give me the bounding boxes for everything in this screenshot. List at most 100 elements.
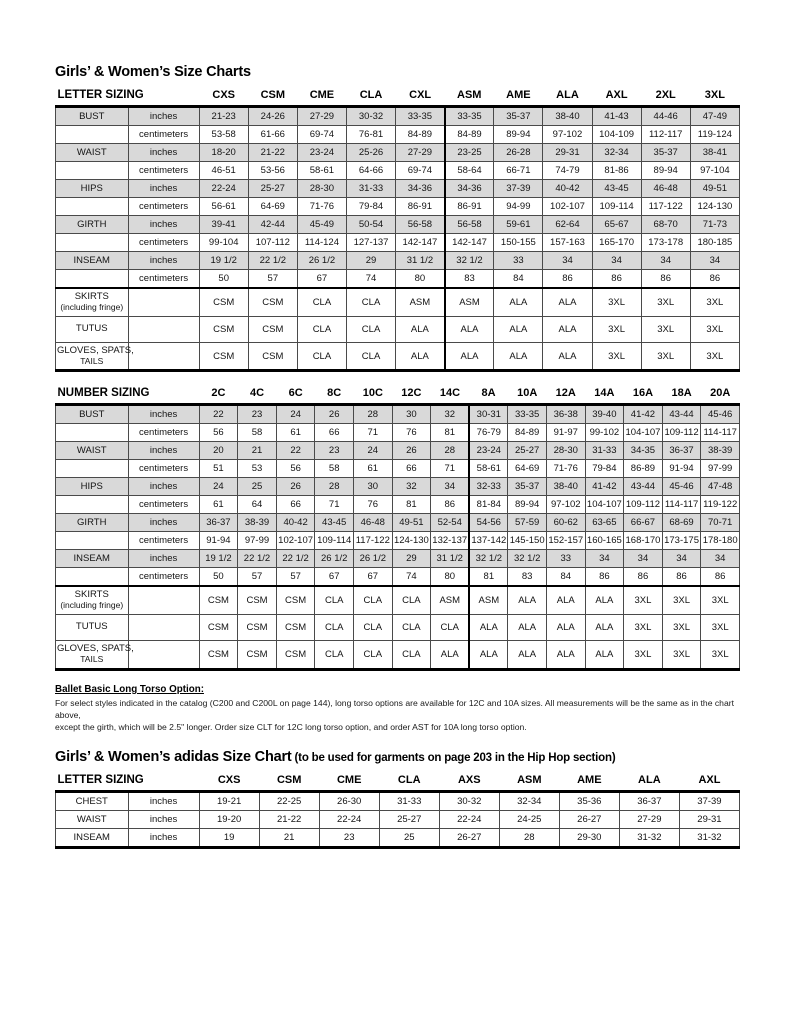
value-cell: 27-29 bbox=[618, 809, 680, 829]
value-cell: 76 bbox=[391, 423, 432, 443]
column-header: CLA bbox=[346, 87, 396, 108]
value-cell: CLA bbox=[391, 585, 432, 616]
value-cell: 27-29 bbox=[395, 143, 446, 162]
garment-row: SKIRTS (including fringe) CSM CSM CLA CLA ASM A… bbox=[55, 286, 741, 317]
value-cell: 41-43 bbox=[591, 106, 642, 126]
unit-label bbox=[127, 341, 200, 373]
value-cell: CSM bbox=[198, 315, 249, 343]
value-cell: 26 bbox=[314, 404, 354, 425]
value-cell: 61 bbox=[198, 495, 239, 515]
garment-label: TUTUS bbox=[55, 315, 129, 343]
value-cell: 25 bbox=[378, 827, 440, 849]
value-cell: 26-27 bbox=[558, 809, 620, 829]
value-cell: 160-165 bbox=[584, 531, 625, 551]
adidas-title-suffix: (to be used for garments on page 203 in … bbox=[291, 751, 616, 764]
value-cell: 74-79 bbox=[542, 161, 593, 180]
value-cell: 22 bbox=[198, 404, 239, 425]
value-cell: 19-20 bbox=[198, 809, 260, 829]
row-label bbox=[55, 269, 129, 289]
value-cell: 3XL bbox=[700, 640, 740, 671]
value-cell: ASM bbox=[395, 286, 446, 317]
header-row: LETTER SIZING CXS CSM CME CLA CXL ASM AME ALA AXL… bbox=[55, 87, 740, 108]
value-cell: 32-33 bbox=[468, 477, 509, 497]
number-sizing-table: NUMBER SIZING 2C 4C 6C 8C 10C 12C 14C 8A 10A 12A 14… bbox=[55, 385, 740, 671]
row-label: CHEST bbox=[55, 790, 129, 811]
value-cell: 23-24 bbox=[296, 143, 347, 162]
value-cell: 46-48 bbox=[640, 179, 691, 198]
garment-label: SKIRTS (including fringe) bbox=[55, 286, 129, 317]
value-cell: 86 bbox=[661, 567, 702, 587]
garment-label-line: (including fringe) bbox=[60, 301, 124, 312]
value-cell: 33 bbox=[545, 549, 586, 569]
value-cell: 3XL bbox=[700, 614, 740, 642]
value-cell: 127-137 bbox=[345, 233, 397, 252]
value-cell: 89-94 bbox=[507, 495, 547, 515]
value-cell: 145-150 bbox=[507, 531, 547, 551]
value-cell: CLA bbox=[430, 614, 470, 642]
value-cell: CLA bbox=[296, 341, 347, 373]
value-cell: 3XL bbox=[591, 341, 642, 373]
value-cell: 37-39 bbox=[493, 179, 544, 198]
value-cell: 46-48 bbox=[353, 513, 393, 533]
value-cell: 53 bbox=[237, 459, 277, 479]
value-cell: 43-45 bbox=[591, 179, 642, 198]
measure-row: INSEAM inches 19 1/2 22 1/2 26 1/2 29 31 1/2 32… bbox=[55, 251, 741, 270]
value-cell: 30-32 bbox=[345, 106, 397, 126]
value-cell: 86-91 bbox=[395, 197, 446, 216]
value-cell: ALA bbox=[395, 315, 446, 343]
value-cell: CSM bbox=[237, 585, 277, 616]
unit-label: inches bbox=[127, 404, 200, 425]
column-header: 2C bbox=[199, 385, 238, 407]
value-cell: 178-180 bbox=[700, 531, 740, 551]
value-cell: 157-163 bbox=[542, 233, 593, 252]
value-cell: 26-27 bbox=[438, 827, 500, 849]
value-cell: 46-51 bbox=[198, 161, 249, 180]
garment-label-line: TUTUS bbox=[75, 322, 108, 334]
value-cell: 23 bbox=[314, 441, 354, 461]
value-cell: 58-61 bbox=[468, 459, 509, 479]
value-cell: CLA bbox=[314, 640, 354, 671]
column-header: AXL bbox=[679, 771, 740, 793]
value-cell: 56-61 bbox=[198, 197, 249, 216]
garment-row: GLOVES, SPATS, TAILS CSM CSM CSM CLA CLA CLA ALA… bbox=[55, 640, 740, 671]
value-cell: 58-64 bbox=[443, 161, 495, 180]
garment-label-line: GLOVES, SPATS, bbox=[57, 344, 134, 356]
value-cell: 61 bbox=[275, 423, 316, 443]
row-label: HIPS bbox=[55, 179, 129, 198]
garment-row: GLOVES, SPATS, TAILS CSM CSM CLA CLA ALA ALA ALA… bbox=[55, 341, 741, 373]
value-cell: 34 bbox=[700, 549, 740, 569]
value-cell: ALA bbox=[545, 585, 586, 616]
value-cell: 71-76 bbox=[545, 459, 586, 479]
value-cell: ASM bbox=[468, 585, 509, 616]
garment-label-line: SKIRTS bbox=[74, 589, 109, 601]
unit-label: inches bbox=[127, 215, 200, 234]
value-cell: 50 bbox=[198, 567, 239, 587]
value-cell: 49-51 bbox=[689, 179, 741, 198]
measure-row: centimeters 56-61 64-69 71-76 79-84 86-91 86-9… bbox=[55, 197, 741, 216]
value-cell: 22 bbox=[275, 441, 316, 461]
column-header: ASM bbox=[444, 87, 494, 108]
value-cell: 35-37 bbox=[640, 143, 691, 162]
value-cell: 32 1/2 bbox=[468, 549, 509, 569]
value-cell: CSM bbox=[275, 614, 316, 642]
value-cell: 22 1/2 bbox=[237, 549, 277, 569]
value-cell: 36-38 bbox=[545, 404, 586, 425]
value-cell: 19 1/2 bbox=[198, 549, 239, 569]
value-cell: ALA bbox=[507, 614, 547, 642]
value-cell: 56 bbox=[275, 459, 316, 479]
row-label: BUST bbox=[55, 106, 129, 126]
column-header: CXS bbox=[199, 771, 260, 793]
value-cell: 57 bbox=[247, 269, 298, 289]
value-cell: 57 bbox=[237, 567, 277, 587]
value-cell: 38-39 bbox=[237, 513, 277, 533]
value-cell: 32 bbox=[391, 477, 432, 497]
value-cell: 36-37 bbox=[618, 790, 680, 811]
column-header: ASM bbox=[499, 771, 560, 793]
value-cell: CLA bbox=[314, 614, 354, 642]
value-cell: 30-32 bbox=[438, 790, 500, 811]
value-cell: 3XL bbox=[623, 614, 663, 642]
value-cell: 57 bbox=[275, 567, 316, 587]
value-cell: 180-185 bbox=[689, 233, 741, 252]
measure-row: HIPS inches 24 25 26 28 30 32 34 32-33 35-37 38-40 4… bbox=[55, 477, 740, 497]
value-cell: 19-21 bbox=[198, 790, 260, 811]
